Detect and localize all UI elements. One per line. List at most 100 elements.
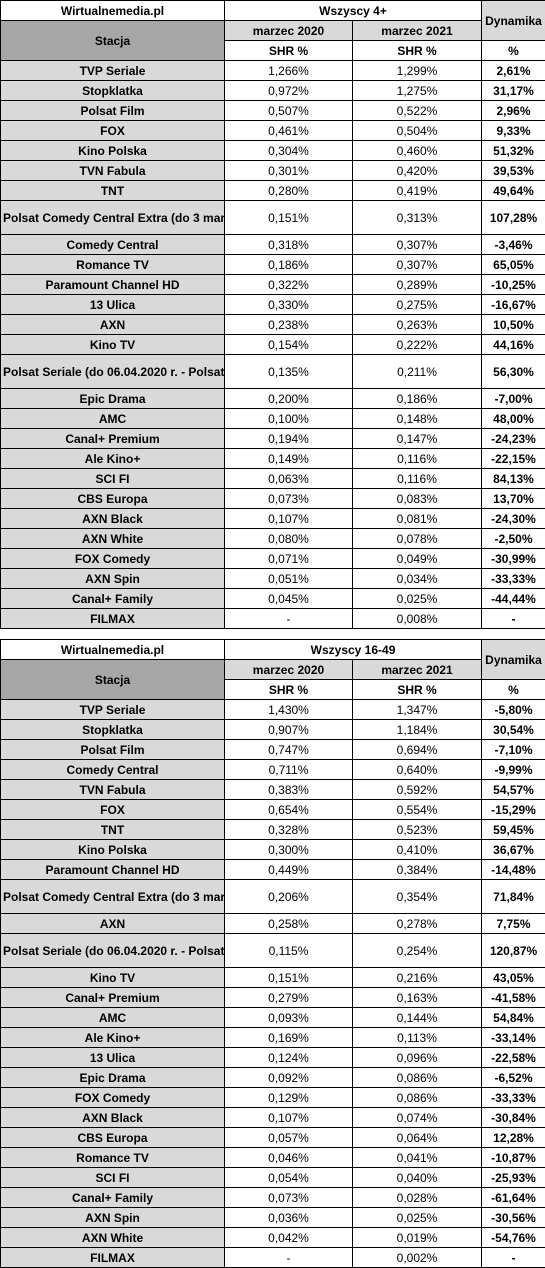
station-name: Canal+ Premium bbox=[1, 429, 225, 449]
station-name: Polsat Film bbox=[1, 740, 225, 760]
shr-2021: 0,116% bbox=[353, 469, 482, 489]
shr-2021: 0,049% bbox=[353, 549, 482, 569]
shr-2020: - bbox=[225, 609, 353, 629]
station-name: Polsat Seriale (do 06.04.2020 r. - Polsa… bbox=[1, 934, 225, 968]
dynamics-value: 31,17% bbox=[482, 81, 545, 101]
shr-2021: 0,592% bbox=[353, 780, 482, 800]
shr-2021: 0,025% bbox=[353, 1208, 482, 1228]
station-name: Polsat Comedy Central Extra (do 3 marca … bbox=[1, 201, 225, 235]
station-name: Ale Kino+ bbox=[1, 449, 225, 469]
shr-2021: 0,410% bbox=[353, 840, 482, 860]
station-name: FILMAX bbox=[1, 609, 225, 629]
station-name: AMC bbox=[1, 1008, 225, 1028]
unit-dyn-header: % bbox=[482, 680, 545, 700]
station-name: AXN Black bbox=[1, 509, 225, 529]
dynamics-value: -33,33% bbox=[482, 1088, 545, 1108]
shr-2020: 0,907% bbox=[225, 720, 353, 740]
dynamics-value: 54,84% bbox=[482, 1008, 545, 1028]
shr-2021: 0,064% bbox=[353, 1128, 482, 1148]
table-row: Polsat Seriale (do 06.04.2020 r. - Polsa… bbox=[1, 355, 545, 389]
dynamics-value: -25,93% bbox=[482, 1168, 545, 1188]
dynamics-value: -14,48% bbox=[482, 860, 545, 880]
dynamics-value: 2,96% bbox=[482, 101, 545, 121]
shr-2021: 0,083% bbox=[353, 489, 482, 509]
shr-2021: 0,041% bbox=[353, 1148, 482, 1168]
shr-2021: 0,216% bbox=[353, 968, 482, 988]
dynamics-value: -30,99% bbox=[482, 549, 545, 569]
dynamics-value: 48,00% bbox=[482, 409, 545, 429]
station-name: Ale Kino+ bbox=[1, 1028, 225, 1048]
shr-2020: 0,046% bbox=[225, 1148, 353, 1168]
shr-2021: 0,008% bbox=[353, 609, 482, 629]
station-name: Kino Polska bbox=[1, 141, 225, 161]
shr-2020: 0,186% bbox=[225, 255, 353, 275]
station-name: CBS Europa bbox=[1, 1128, 225, 1148]
shr-2020: 0,279% bbox=[225, 988, 353, 1008]
station-name: AXN White bbox=[1, 1228, 225, 1248]
shr-2020: 0,304% bbox=[225, 141, 353, 161]
shr-2020: 0,318% bbox=[225, 235, 353, 255]
dynamics-value: -3,46% bbox=[482, 235, 545, 255]
station-name: AXN Black bbox=[1, 1108, 225, 1128]
station-name: Comedy Central bbox=[1, 760, 225, 780]
table-row: Polsat Comedy Central Extra (do 3 marca … bbox=[1, 201, 545, 235]
unit-a-header: SHR % bbox=[225, 680, 353, 700]
station-name: TVP Seriale bbox=[1, 700, 225, 720]
shr-2021: 0,113% bbox=[353, 1028, 482, 1048]
shr-2021: 0,086% bbox=[353, 1068, 482, 1088]
shr-2021: 0,081% bbox=[353, 509, 482, 529]
dynamics-value: - bbox=[482, 609, 545, 629]
shr-2020: 0,071% bbox=[225, 549, 353, 569]
dynamics-value: 2,61% bbox=[482, 61, 545, 81]
station-name: 13 Ulica bbox=[1, 1048, 225, 1068]
dynamics-value: 36,67% bbox=[482, 840, 545, 860]
dynamics-value: -9,99% bbox=[482, 760, 545, 780]
shr-2021: 0,420% bbox=[353, 161, 482, 181]
station-name: FOX bbox=[1, 121, 225, 141]
dynamics-value: 56,30% bbox=[482, 355, 545, 389]
shr-2020: 0,063% bbox=[225, 469, 353, 489]
shr-2021: 0,523% bbox=[353, 820, 482, 840]
dynamics-value: -22,58% bbox=[482, 1048, 545, 1068]
dynamics-value: -41,58% bbox=[482, 988, 545, 1008]
shr-2020: 0,115% bbox=[225, 934, 353, 968]
shr-2021: 0,278% bbox=[353, 914, 482, 934]
source-label: Wirtualnemedia.pl bbox=[1, 640, 225, 660]
dynamics-value: -5,80% bbox=[482, 700, 545, 720]
dynamics-value: 84,13% bbox=[482, 469, 545, 489]
shr-2020: 0,154% bbox=[225, 335, 353, 355]
table-row: FILMAX-0,002%- bbox=[1, 1248, 545, 1268]
shr-2021: 0,263% bbox=[353, 315, 482, 335]
shr-2020: 1,430% bbox=[225, 700, 353, 720]
shr-2020: 0,300% bbox=[225, 840, 353, 860]
station-name: Comedy Central bbox=[1, 235, 225, 255]
shr-2021: 0,116% bbox=[353, 449, 482, 469]
shr-2020: 0,151% bbox=[225, 201, 353, 235]
shr-2020: 0,654% bbox=[225, 800, 353, 820]
station-name: AXN Spin bbox=[1, 1208, 225, 1228]
audience-group: Wszyscy 4+ bbox=[225, 1, 482, 21]
